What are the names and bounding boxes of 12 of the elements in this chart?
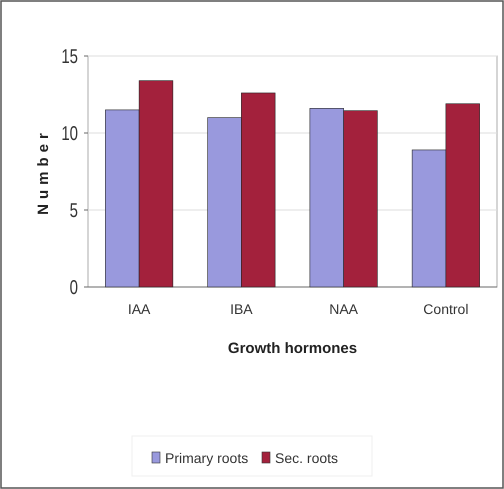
- y-axis-title: Number: [35, 128, 52, 215]
- legend-label: Sec. roots: [275, 450, 338, 466]
- x-tick-label: Control: [423, 301, 468, 317]
- y-tick-label: 10: [61, 122, 78, 145]
- y-tick-label: 15: [61, 44, 78, 68]
- x-axis-title: Growth hormones: [228, 340, 358, 357]
- legend-label: Primary roots: [165, 450, 248, 466]
- x-tick-label: IBA: [230, 301, 254, 317]
- y-tick-label: 0: [70, 276, 78, 299]
- y-tick-label: 5: [70, 198, 78, 222]
- x-tick-label: NAA: [329, 301, 359, 317]
- x-tick-label: IAA: [128, 301, 152, 317]
